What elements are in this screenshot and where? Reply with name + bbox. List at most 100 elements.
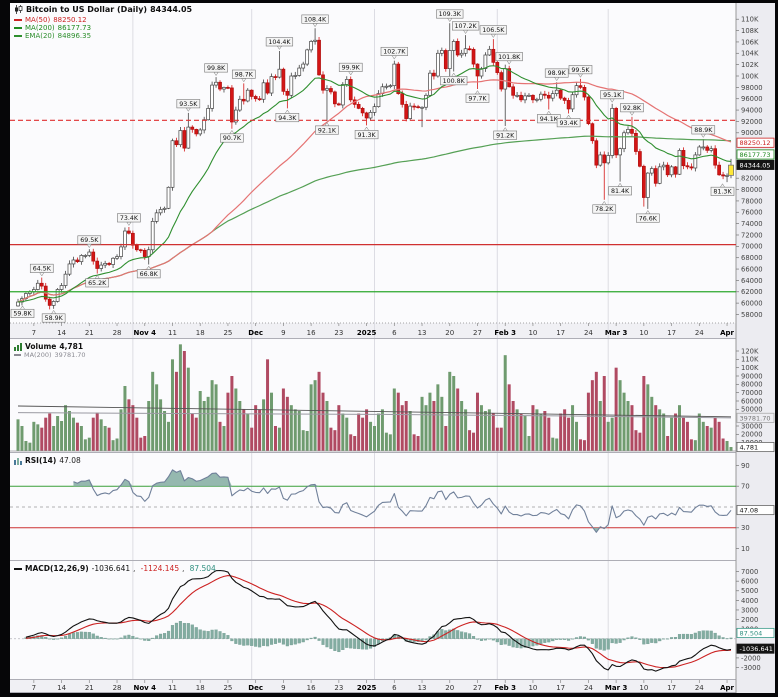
svg-text:110K: 110K <box>741 356 759 364</box>
svg-text:9: 9 <box>281 684 285 692</box>
svg-text:76000: 76000 <box>741 209 763 217</box>
svg-text:14: 14 <box>57 684 66 692</box>
svg-text:70000: 70000 <box>741 389 763 397</box>
svg-text:120K: 120K <box>741 347 759 355</box>
svg-text:Feb 3: Feb 3 <box>494 684 516 692</box>
svg-text:Mar 3: Mar 3 <box>605 329 628 337</box>
svg-text:2025: 2025 <box>357 684 377 692</box>
svg-text:10: 10 <box>639 329 648 337</box>
svg-text:92000: 92000 <box>741 118 763 126</box>
svg-text:27: 27 <box>473 329 482 337</box>
svg-text:108K: 108K <box>741 27 759 35</box>
svg-text:94.3K: 94.3K <box>278 115 297 122</box>
svg-text:-2000: -2000 <box>741 654 761 662</box>
svg-text:108.4K: 108.4K <box>304 16 327 23</box>
svg-text:7: 7 <box>32 329 36 337</box>
svg-text:66.8K: 66.8K <box>140 271 159 278</box>
svg-text:58.9K: 58.9K <box>45 315 64 322</box>
svg-text:100K: 100K <box>741 72 759 80</box>
svg-text:30000: 30000 <box>741 422 763 430</box>
svg-text:13: 13 <box>418 329 427 337</box>
svg-text:21: 21 <box>85 329 94 337</box>
svg-text:64000: 64000 <box>741 277 763 285</box>
svg-text:104.4K: 104.4K <box>268 39 291 46</box>
svg-text:87.504: 87.504 <box>740 629 763 637</box>
svg-text:95.1K: 95.1K <box>603 92 622 99</box>
svg-text:98000: 98000 <box>741 84 763 92</box>
svg-text:100.8K: 100.8K <box>443 78 466 85</box>
svg-text:99.5K: 99.5K <box>571 67 590 74</box>
svg-text:60000: 60000 <box>741 397 763 405</box>
svg-text:82000: 82000 <box>741 175 763 183</box>
svg-text:23: 23 <box>334 684 343 692</box>
svg-text:90: 90 <box>741 462 750 470</box>
svg-text:20: 20 <box>445 329 454 337</box>
chart-canvas[interactable]: 59.8K 64.5K 58.9K 69.5K 65.2K 73.4K 66.8K 93.5K… <box>10 3 775 693</box>
svg-text:102K: 102K <box>741 61 759 69</box>
svg-text:13: 13 <box>418 684 427 692</box>
svg-text:9: 9 <box>281 329 285 337</box>
svg-text:Dec: Dec <box>248 684 263 692</box>
svg-text:4000: 4000 <box>741 597 758 605</box>
svg-text:18: 18 <box>196 684 205 692</box>
svg-text:99.8K: 99.8K <box>207 65 226 72</box>
svg-text:17: 17 <box>556 684 565 692</box>
svg-text:97.7K: 97.7K <box>468 95 487 102</box>
trading-chart-window: 59.8K 64.5K 58.9K 69.5K 65.2K 73.4K 66.8K 93.5K… <box>10 3 775 693</box>
svg-text:104K: 104K <box>741 50 759 58</box>
svg-text:28: 28 <box>113 684 122 692</box>
svg-text:50000: 50000 <box>741 406 763 414</box>
svg-text:7: 7 <box>32 684 36 692</box>
svg-text:2025: 2025 <box>357 329 377 337</box>
svg-text:92.8K: 92.8K <box>623 105 642 112</box>
svg-text:81.4K: 81.4K <box>611 188 630 195</box>
svg-text:90000: 90000 <box>741 372 763 380</box>
svg-text:16: 16 <box>307 684 316 692</box>
svg-text:96000: 96000 <box>741 95 763 103</box>
svg-text:106.5K: 106.5K <box>482 27 505 34</box>
svg-text:100K: 100K <box>741 364 759 372</box>
svg-text:92.1K: 92.1K <box>318 127 337 134</box>
svg-text:73.4K: 73.4K <box>120 215 139 222</box>
svg-text:94000: 94000 <box>741 106 763 114</box>
svg-text:66000: 66000 <box>741 265 763 273</box>
svg-text:80000: 80000 <box>741 186 763 194</box>
svg-text:39781.70: 39781.70 <box>740 414 771 422</box>
svg-text:20000: 20000 <box>741 431 763 439</box>
svg-text:Feb 3: Feb 3 <box>494 329 516 337</box>
svg-text:91.3K: 91.3K <box>357 132 376 139</box>
svg-text:17: 17 <box>556 329 565 337</box>
svg-text:23: 23 <box>334 329 343 337</box>
svg-text:27: 27 <box>473 684 482 692</box>
svg-text:74000: 74000 <box>741 220 763 228</box>
svg-text:110K: 110K <box>741 16 759 24</box>
svg-text:99.9K: 99.9K <box>342 65 361 72</box>
svg-text:10: 10 <box>639 684 648 692</box>
svg-text:59.8K: 59.8K <box>13 311 32 318</box>
svg-text:68000: 68000 <box>741 254 763 262</box>
svg-text:10: 10 <box>528 684 537 692</box>
svg-text:10: 10 <box>528 329 537 337</box>
svg-text:25: 25 <box>223 329 232 337</box>
svg-text:76.6K: 76.6K <box>639 215 658 222</box>
svg-text:102.7K: 102.7K <box>383 49 406 56</box>
svg-text:109.3K: 109.3K <box>439 11 462 18</box>
svg-text:70: 70 <box>741 483 750 491</box>
svg-text:65.2K: 65.2K <box>88 280 107 287</box>
svg-text:81.3K: 81.3K <box>713 189 732 196</box>
svg-text:88250.12: 88250.12 <box>740 139 771 147</box>
svg-text:62000: 62000 <box>741 288 763 296</box>
svg-text:107.2K: 107.2K <box>455 23 478 30</box>
svg-text:17: 17 <box>667 329 676 337</box>
svg-text:6000: 6000 <box>741 578 758 586</box>
svg-text:2000: 2000 <box>741 616 758 624</box>
svg-text:78000: 78000 <box>741 197 763 205</box>
svg-text:101.8K: 101.8K <box>498 54 521 61</box>
svg-text:90.7K: 90.7K <box>223 135 242 142</box>
svg-text:11: 11 <box>168 329 177 337</box>
svg-text:60000: 60000 <box>741 300 763 308</box>
svg-text:-3000: -3000 <box>741 664 761 672</box>
svg-text:24: 24 <box>584 329 593 337</box>
svg-text:86177.73: 86177.73 <box>740 151 771 159</box>
svg-text:90000: 90000 <box>741 129 763 137</box>
